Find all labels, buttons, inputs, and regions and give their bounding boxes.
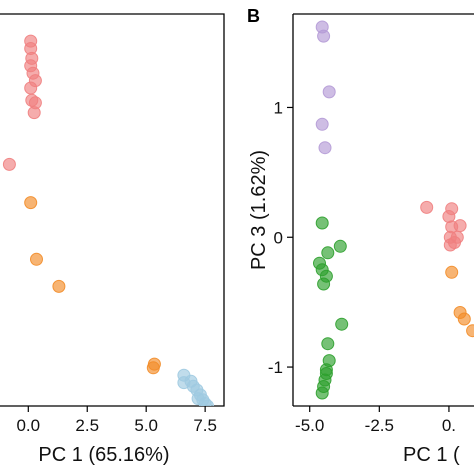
panel-b-orange-point [457,312,471,326]
panel-b-y-tick-label: 1 [274,98,283,117]
panel-b-green-point [315,216,329,230]
panel-a-frame [0,13,225,407]
panel-b-x-tick-label: -5.0 [295,416,324,435]
panel-a-blue-point [201,399,214,406]
panel-b-purple-point [315,117,329,131]
panel-b-orange-point [445,265,459,279]
panel-b-points [313,20,474,400]
panel-b-green-point [317,277,331,291]
panel-b-purple-point [317,29,331,43]
panel-b-purple-point [322,85,336,99]
panel-b-x-tick-label: 0. [442,416,456,435]
panel-b-red-point [443,238,457,252]
panel-a-blue-point [191,392,205,406]
panel-a-x-tick-label: 7.5 [193,416,217,435]
panel-a-orange-point [52,279,66,293]
panel-a-red-point [2,157,16,171]
panel-a-x-axis-label: PC 1 (65.16%) [38,444,169,466]
panel-b-y-tick-label: -1 [268,358,283,377]
panel-b-y-ticks: 1 0 -1 [268,98,293,377]
panel-b-x-axis-label: PC 1 ( [403,444,460,466]
panel-a-x-tick-label: 0.0 [16,416,40,435]
panel-b-purple-point [318,141,332,155]
panel-b: B -5.0 -2.5 0. 1 0 -1 PC 1 ( PC 3 (1.62%) [247,6,474,466]
panel-b-letter: B [247,6,260,26]
panel-b-y-axis-label: PC 3 (1.62%) [248,150,270,270]
panel-b-red-point [445,202,459,216]
panel-a-red-point [24,81,38,95]
panel-b-red-point [420,200,434,214]
panel-b-red-point [453,219,467,233]
panel-b-x-ticks: -5.0 -2.5 0. [295,406,456,435]
panel-a-orange-point [146,361,160,375]
panel-b-green-point [319,367,333,380]
panel-a-x-ticks: 0.0 2.5 5.0 7.5 [16,406,217,435]
panel-b-green-point [335,317,349,331]
panel-b-green-point [321,337,335,351]
panel-b-green-point [315,386,329,400]
panel-a-red-point [28,96,42,110]
panel-a: 0.0 2.5 5.0 7.5 PC 1 (65.16%) [0,13,225,466]
panel-a-points [2,34,214,406]
panel-a-x-tick-label: 2.5 [75,416,99,435]
panel-b-green-point [321,246,335,260]
panel-a-orange-point [24,196,38,210]
panel-b-green-point [333,239,347,253]
panel-b-orange-point [466,324,474,338]
panel-a-x-tick-label: 5.0 [134,416,158,435]
panel-b-y-tick-label: 0 [274,228,283,247]
panel-a-blue-point [177,376,191,390]
panel-b-x-tick-label: -2.5 [365,416,394,435]
panel-a-orange-point [30,252,43,266]
